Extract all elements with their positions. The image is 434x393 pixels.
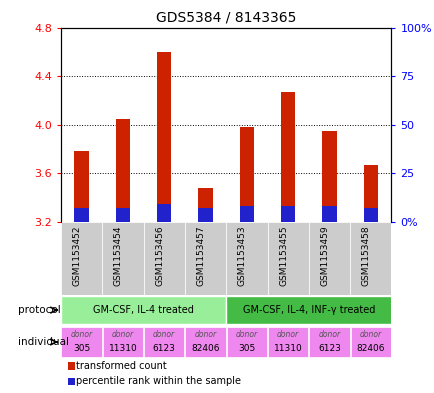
Bar bbox=[61, 296, 226, 324]
Bar bbox=[308, 222, 349, 295]
Bar bbox=[363, 165, 377, 222]
Text: transformed count: transformed count bbox=[76, 361, 167, 371]
Bar bbox=[157, 52, 171, 222]
Text: GSM1153456: GSM1153456 bbox=[155, 226, 164, 286]
Bar bbox=[226, 296, 391, 324]
Text: 11310: 11310 bbox=[273, 344, 302, 353]
Text: percentile rank within the sample: percentile rank within the sample bbox=[76, 376, 241, 386]
Text: 6123: 6123 bbox=[317, 344, 340, 353]
Text: GSM1153452: GSM1153452 bbox=[72, 226, 82, 286]
Text: 305: 305 bbox=[73, 344, 90, 353]
Text: GSM1153453: GSM1153453 bbox=[237, 226, 247, 286]
Bar bbox=[239, 127, 253, 222]
Bar bbox=[267, 222, 308, 295]
Bar bbox=[67, 362, 75, 370]
Bar bbox=[115, 208, 130, 222]
Bar bbox=[198, 208, 212, 222]
Bar bbox=[74, 208, 89, 222]
Bar bbox=[267, 327, 307, 357]
Bar bbox=[363, 208, 377, 222]
Bar bbox=[61, 327, 101, 357]
Text: GSM1153457: GSM1153457 bbox=[196, 226, 205, 286]
Text: donor: donor bbox=[318, 330, 340, 339]
Bar bbox=[280, 206, 295, 222]
Bar bbox=[280, 92, 295, 222]
Bar bbox=[67, 378, 75, 386]
Bar bbox=[102, 222, 143, 295]
Bar bbox=[157, 204, 171, 222]
Text: 305: 305 bbox=[238, 344, 255, 353]
Bar bbox=[61, 222, 102, 295]
Text: donor: donor bbox=[194, 330, 216, 339]
Text: 82406: 82406 bbox=[356, 344, 384, 353]
Bar bbox=[322, 131, 336, 222]
Bar bbox=[143, 222, 184, 295]
Text: donor: donor bbox=[153, 330, 175, 339]
Text: donor: donor bbox=[112, 330, 134, 339]
Text: GSM1153455: GSM1153455 bbox=[279, 226, 288, 286]
Bar bbox=[184, 222, 226, 295]
Bar bbox=[226, 222, 267, 295]
Bar bbox=[349, 222, 391, 295]
Bar bbox=[322, 206, 336, 222]
Text: GSM1153459: GSM1153459 bbox=[320, 226, 329, 286]
Text: donor: donor bbox=[359, 330, 381, 339]
Text: individual: individual bbox=[18, 337, 69, 347]
Bar bbox=[350, 327, 390, 357]
Title: GDS5384 / 8143365: GDS5384 / 8143365 bbox=[156, 11, 296, 25]
Bar bbox=[309, 327, 349, 357]
Text: GSM1153454: GSM1153454 bbox=[114, 226, 123, 286]
Text: GM-CSF, IL-4 treated: GM-CSF, IL-4 treated bbox=[93, 305, 194, 315]
Text: donor: donor bbox=[276, 330, 299, 339]
Bar bbox=[115, 119, 130, 222]
Bar bbox=[239, 206, 253, 222]
Bar bbox=[198, 188, 212, 222]
Text: 11310: 11310 bbox=[108, 344, 137, 353]
Text: donor: donor bbox=[70, 330, 92, 339]
Bar bbox=[102, 327, 142, 357]
Text: donor: donor bbox=[235, 330, 257, 339]
Text: 6123: 6123 bbox=[152, 344, 175, 353]
Bar bbox=[74, 151, 89, 222]
Bar bbox=[185, 327, 225, 357]
Bar bbox=[226, 327, 266, 357]
Bar bbox=[144, 327, 184, 357]
Text: GM-CSF, IL-4, INF-γ treated: GM-CSF, IL-4, INF-γ treated bbox=[242, 305, 374, 315]
Text: 82406: 82406 bbox=[191, 344, 219, 353]
Text: protocol: protocol bbox=[18, 305, 60, 315]
Text: GSM1153458: GSM1153458 bbox=[361, 226, 370, 286]
